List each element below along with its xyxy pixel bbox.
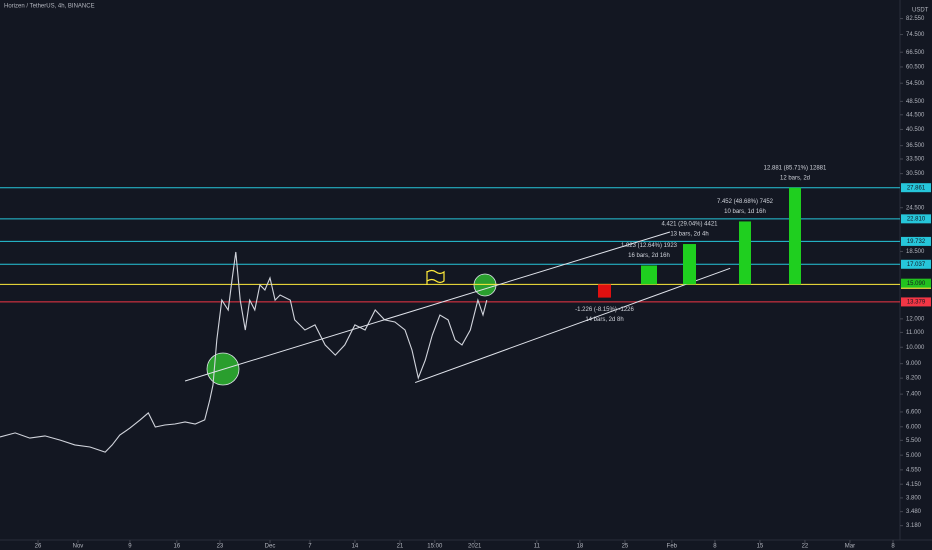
y-tick-label: 24.500	[906, 205, 925, 211]
x-tick-label: 8	[891, 544, 895, 550]
flag-icon	[426, 269, 445, 285]
y-tick-label: 11.000	[906, 330, 925, 336]
measure-sublabel: 14 bars, 2d 8h	[585, 317, 623, 323]
level-tag-label: 13.379	[907, 299, 926, 305]
highlight-circle	[473, 273, 497, 297]
measure-label: -1.226 (-8.15%) -1226	[575, 307, 634, 313]
y-tick-label: 8.200	[906, 376, 922, 382]
level-tag	[901, 214, 931, 224]
level-tag	[901, 236, 931, 246]
symbol-title: Horizen / TetherUS, 4h, BINANCE	[4, 4, 95, 10]
y-tick-label: 30.500	[906, 171, 925, 177]
x-tick-label: 14	[352, 544, 359, 550]
x-tick-label: 21	[397, 544, 404, 550]
x-tick-label: 11	[534, 544, 541, 550]
level-tag-label: 17.037	[907, 262, 926, 268]
y-tick-label: 60.500	[906, 65, 925, 71]
x-tick-label: 16	[173, 544, 180, 550]
y-tick-label: 54.500	[906, 81, 925, 87]
y-tick-label: 3.800	[906, 495, 922, 501]
measure-box	[789, 187, 801, 285]
x-tick-label: Mar	[845, 544, 855, 550]
y-tick-label: 6.600	[906, 410, 922, 416]
y-tick-label: 4.550	[906, 467, 922, 473]
level-tag	[901, 183, 931, 193]
y-tick-label: 18.500	[906, 249, 925, 255]
level-tag	[901, 259, 931, 269]
y-tick-label: 3.180	[906, 523, 922, 529]
x-tick-label: 15	[757, 544, 764, 550]
y-tick-label: 9.000	[906, 361, 922, 367]
x-tick-label: Dec	[265, 544, 276, 550]
price-tag-label: 15.090	[907, 281, 926, 287]
y-tick-label: 12.000	[906, 316, 925, 322]
y-tick-label: 10.000	[906, 345, 925, 351]
measure-label: 12.881 (85.71%) 12881	[764, 165, 827, 171]
y-tick-label: 5.500	[906, 438, 922, 444]
measure-sublabel: 16 bars, 2d 16h	[628, 253, 670, 259]
y-tick-label: 7.400	[906, 392, 922, 398]
y-tick-label: 4.150	[906, 482, 922, 488]
measure-sublabel: 12 bars, 2d	[780, 175, 810, 181]
measure-box	[739, 221, 751, 285]
measure-label: 7.452 (48.68%) 7452	[717, 199, 774, 205]
y-tick-label: 3.480	[906, 509, 922, 515]
y-tick-label: 48.500	[906, 99, 925, 105]
trend-line	[184, 231, 671, 382]
x-tick-label: 2021	[468, 544, 482, 550]
y-tick-label: 33.500	[906, 157, 925, 163]
x-tick-label: Nov	[73, 544, 84, 550]
level-tag-label: 19.732	[907, 239, 926, 245]
x-tick-label: 8	[713, 544, 717, 550]
measure-label: 1.923 (12.64%) 1923	[621, 243, 678, 249]
x-tick-label: 7	[308, 544, 312, 550]
y-tick-label: 44.500	[906, 112, 925, 118]
x-tick-label: 15:00	[427, 544, 443, 550]
x-tick-label: 9	[128, 544, 132, 550]
price-line	[0, 251, 488, 453]
y-tick-label: 74.500	[906, 32, 925, 38]
x-tick-label: 23	[217, 544, 224, 550]
y-tick-label: 5.000	[906, 453, 922, 459]
y-tick-label: 6.000	[906, 424, 922, 430]
level-tag-label: 22.810	[907, 216, 926, 222]
measure-box	[683, 244, 696, 285]
measure-box	[598, 284, 611, 298]
y-tick-label: 36.500	[906, 143, 925, 149]
x-tick-label: 26	[35, 544, 42, 550]
trend-line	[414, 267, 731, 384]
x-tick-label: 25	[622, 544, 629, 550]
measure-label: 4.421 (29.04%) 4421	[661, 222, 718, 228]
x-tick-label: 22	[802, 544, 809, 550]
price-tag	[901, 278, 931, 288]
level-tag-label: 27.861	[907, 185, 926, 191]
level-tag	[901, 297, 931, 307]
y-tick-label: 66.500	[906, 50, 925, 56]
currency: USDT	[912, 8, 929, 14]
measure-box	[641, 265, 657, 285]
x-tick-label: Feb	[667, 544, 678, 550]
y-tick-label: 40.500	[906, 127, 925, 133]
measure-sublabel: 13 bars, 2d 4h	[670, 232, 708, 238]
measure-sublabel: 10 bars, 1d 16h	[724, 209, 766, 215]
y-tick-label: 82.550	[906, 16, 925, 22]
x-tick-label: 18	[577, 544, 584, 550]
